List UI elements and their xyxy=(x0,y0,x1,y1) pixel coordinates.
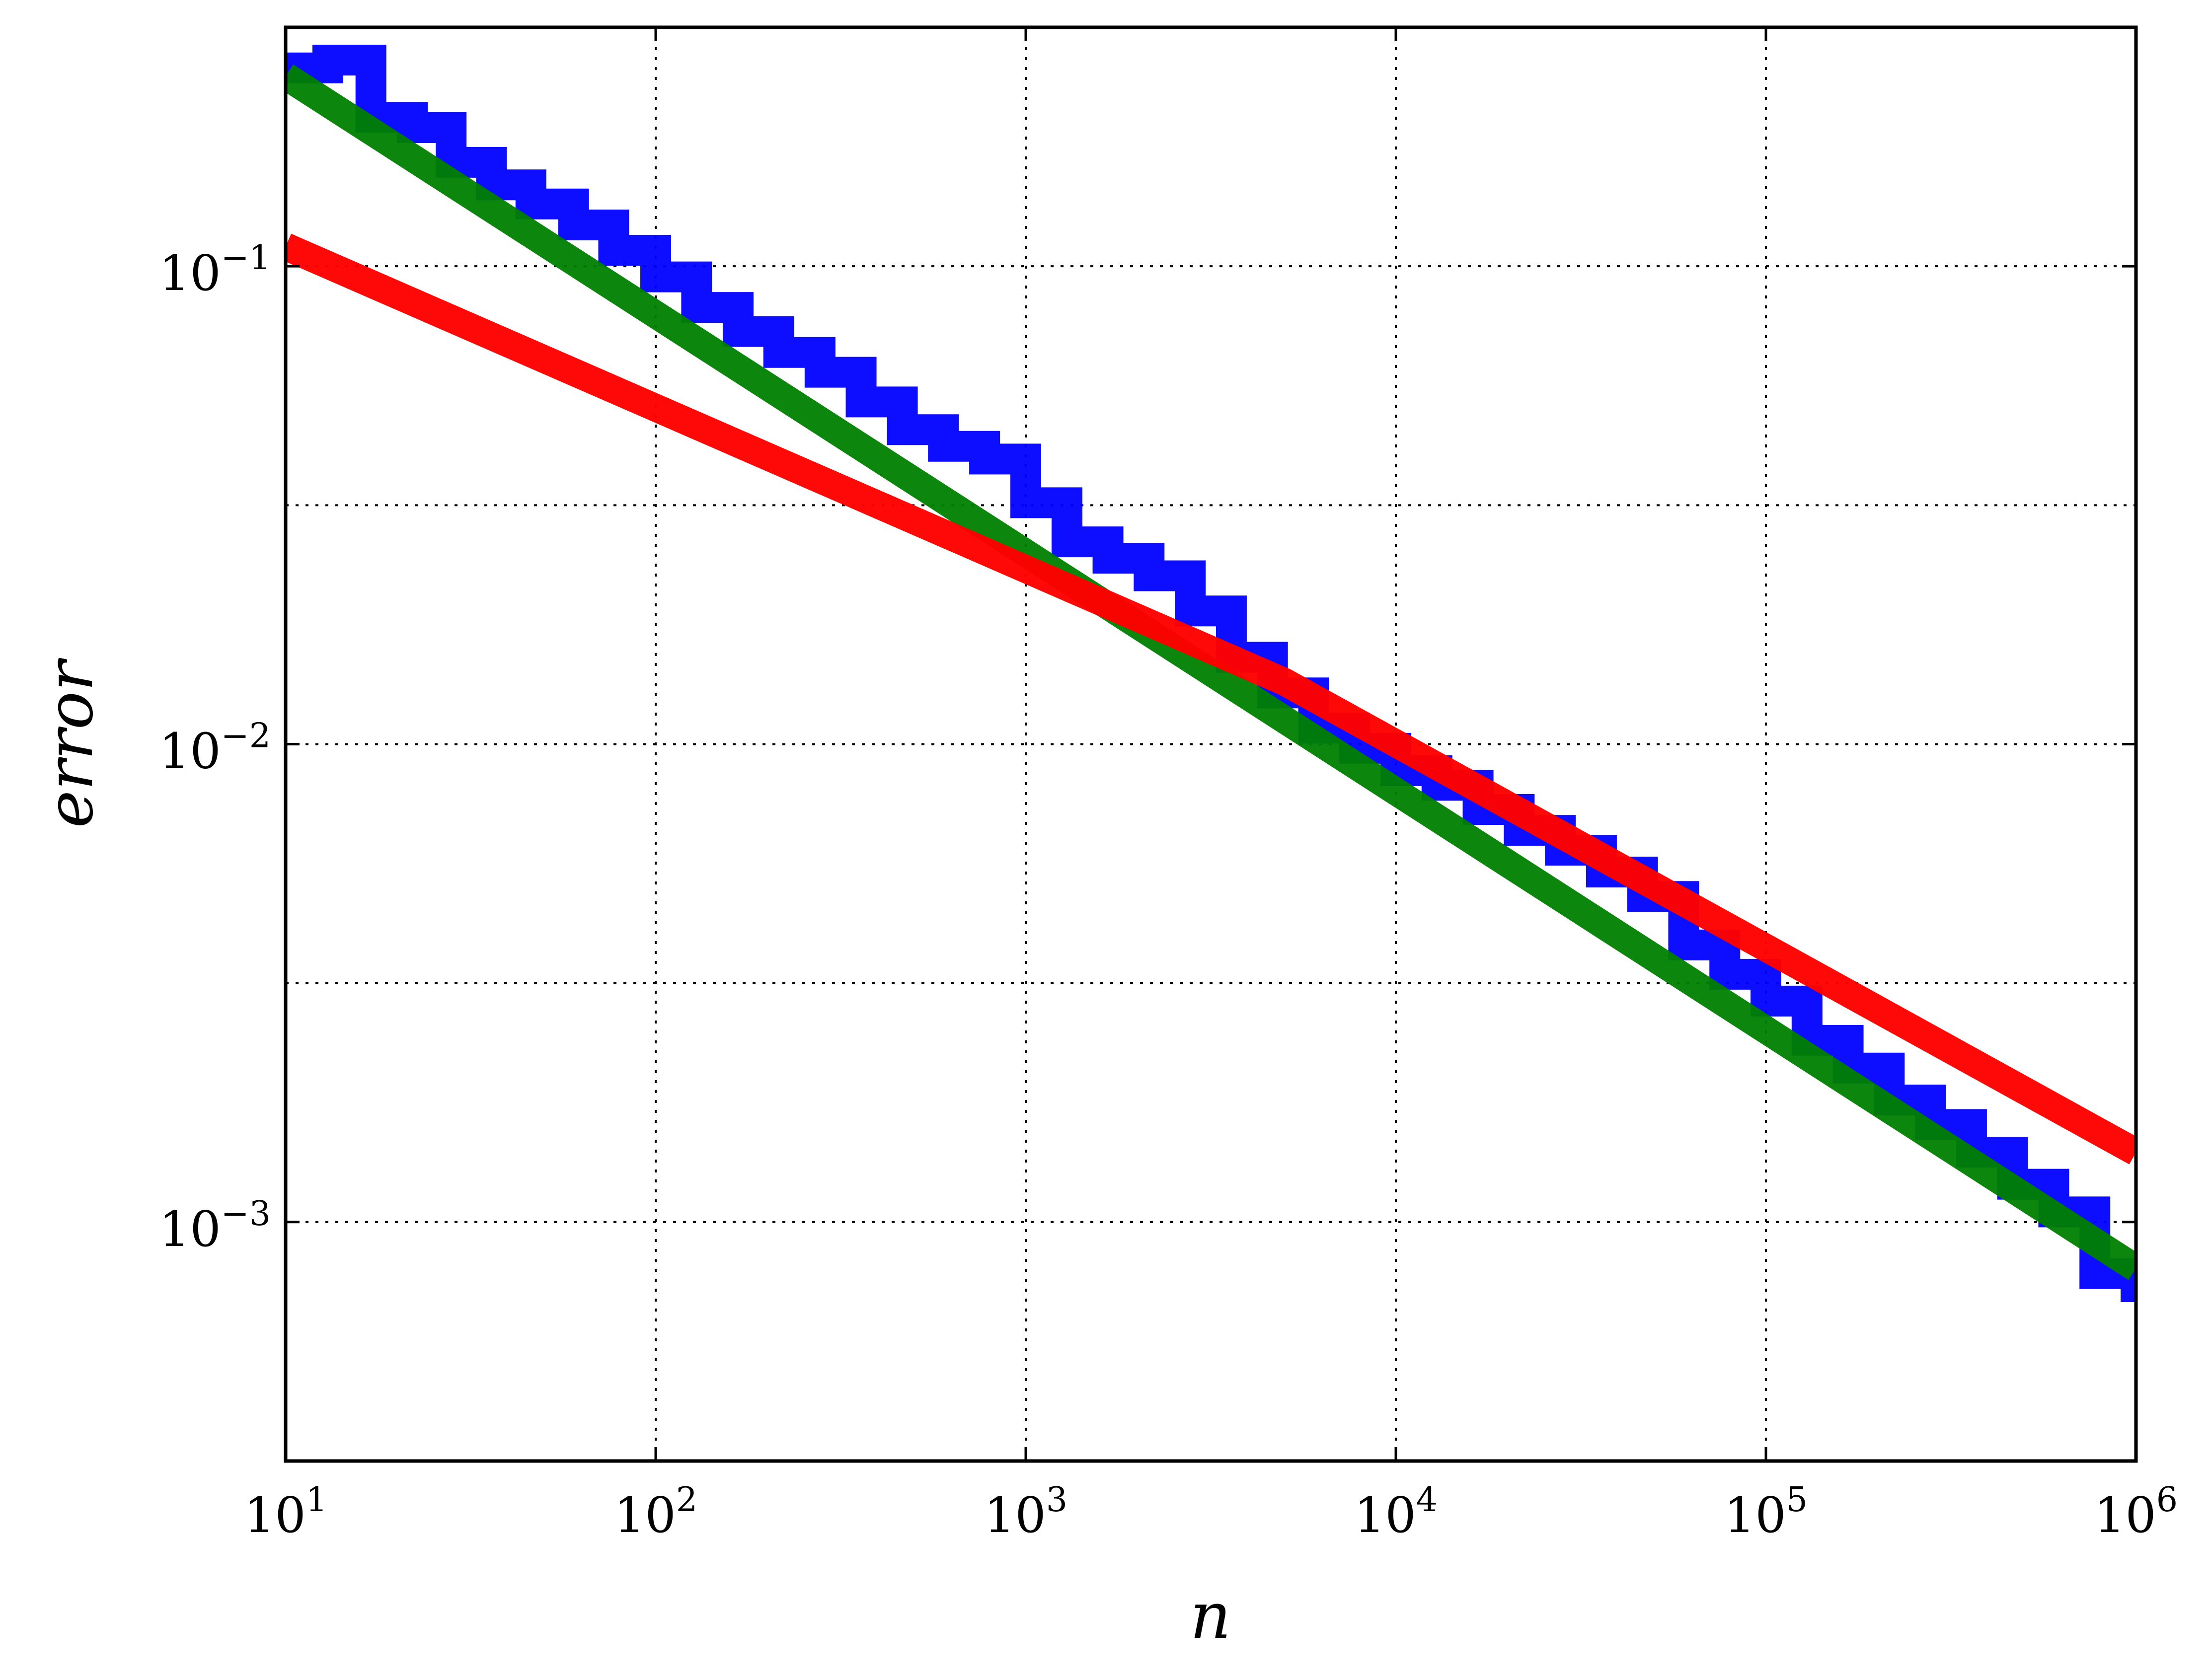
y-tick-label: 10−2 xyxy=(159,716,271,780)
series-line-2 xyxy=(286,64,2136,1280)
y-tick-label: 10−3 xyxy=(159,1194,271,1258)
x-tick-label: 101 xyxy=(244,1480,327,1544)
x-tick-label: 104 xyxy=(1354,1480,1438,1544)
y-axis-label: error xyxy=(33,657,107,828)
x-tick-label: 102 xyxy=(614,1480,697,1544)
x-tick-label: 106 xyxy=(2094,1480,2178,1544)
x-axis-label: n xyxy=(1190,1579,1231,1653)
y-tick-label: 10−1 xyxy=(159,238,271,302)
tick-marks xyxy=(284,27,2137,1461)
series-line-1 xyxy=(286,45,2136,1302)
series-line-3 xyxy=(286,233,2136,1165)
x-tick-labels: 101 102 103 104 105 106 xyxy=(244,1480,2178,1544)
series-layer xyxy=(286,45,2136,1302)
x-tick-label: 103 xyxy=(984,1480,1067,1544)
x-tick-label: 105 xyxy=(1724,1480,1808,1544)
y-tick-labels: 10−1 10−2 10−3 xyxy=(159,238,271,1258)
